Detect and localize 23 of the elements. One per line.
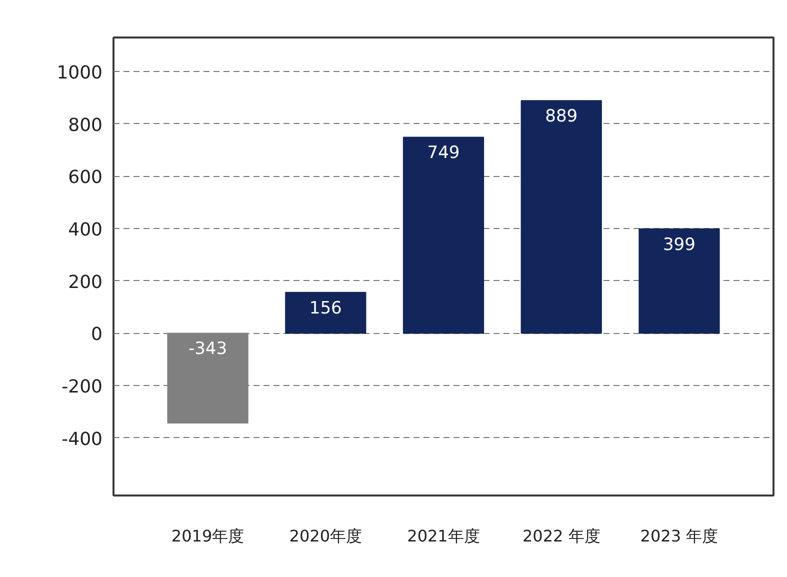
y-tick-label: 200 — [68, 272, 103, 293]
y-tick-label: 600 — [68, 167, 103, 188]
data-label: 889 — [545, 106, 578, 127]
data-label: -343 — [188, 339, 228, 360]
bar — [167, 332, 248, 424]
x-tick-label: 2021年度 — [407, 526, 480, 546]
x-tick-label: 2020年度 — [289, 526, 362, 546]
x-tick-label: 2023 年度 — [640, 526, 718, 546]
y-tick-label: 400 — [68, 220, 103, 241]
y-tick-label: 1000 — [56, 62, 103, 84]
bar — [285, 292, 366, 334]
y-tick-label: -200 — [62, 376, 103, 398]
data-label: 749 — [427, 143, 460, 164]
y-tick-label: 0 — [91, 324, 102, 346]
bar — [402, 136, 484, 334]
data-label: 156 — [309, 298, 342, 318]
y-tick-label: 800 — [68, 114, 103, 136]
x-tick-label: 2022 年度 — [522, 526, 600, 546]
data-label: 399 — [662, 234, 696, 255]
y-tick-label: -400 — [62, 428, 103, 450]
bar — [520, 100, 602, 334]
x-tick-label: 2019年度 — [171, 526, 244, 546]
bar — [638, 228, 720, 334]
